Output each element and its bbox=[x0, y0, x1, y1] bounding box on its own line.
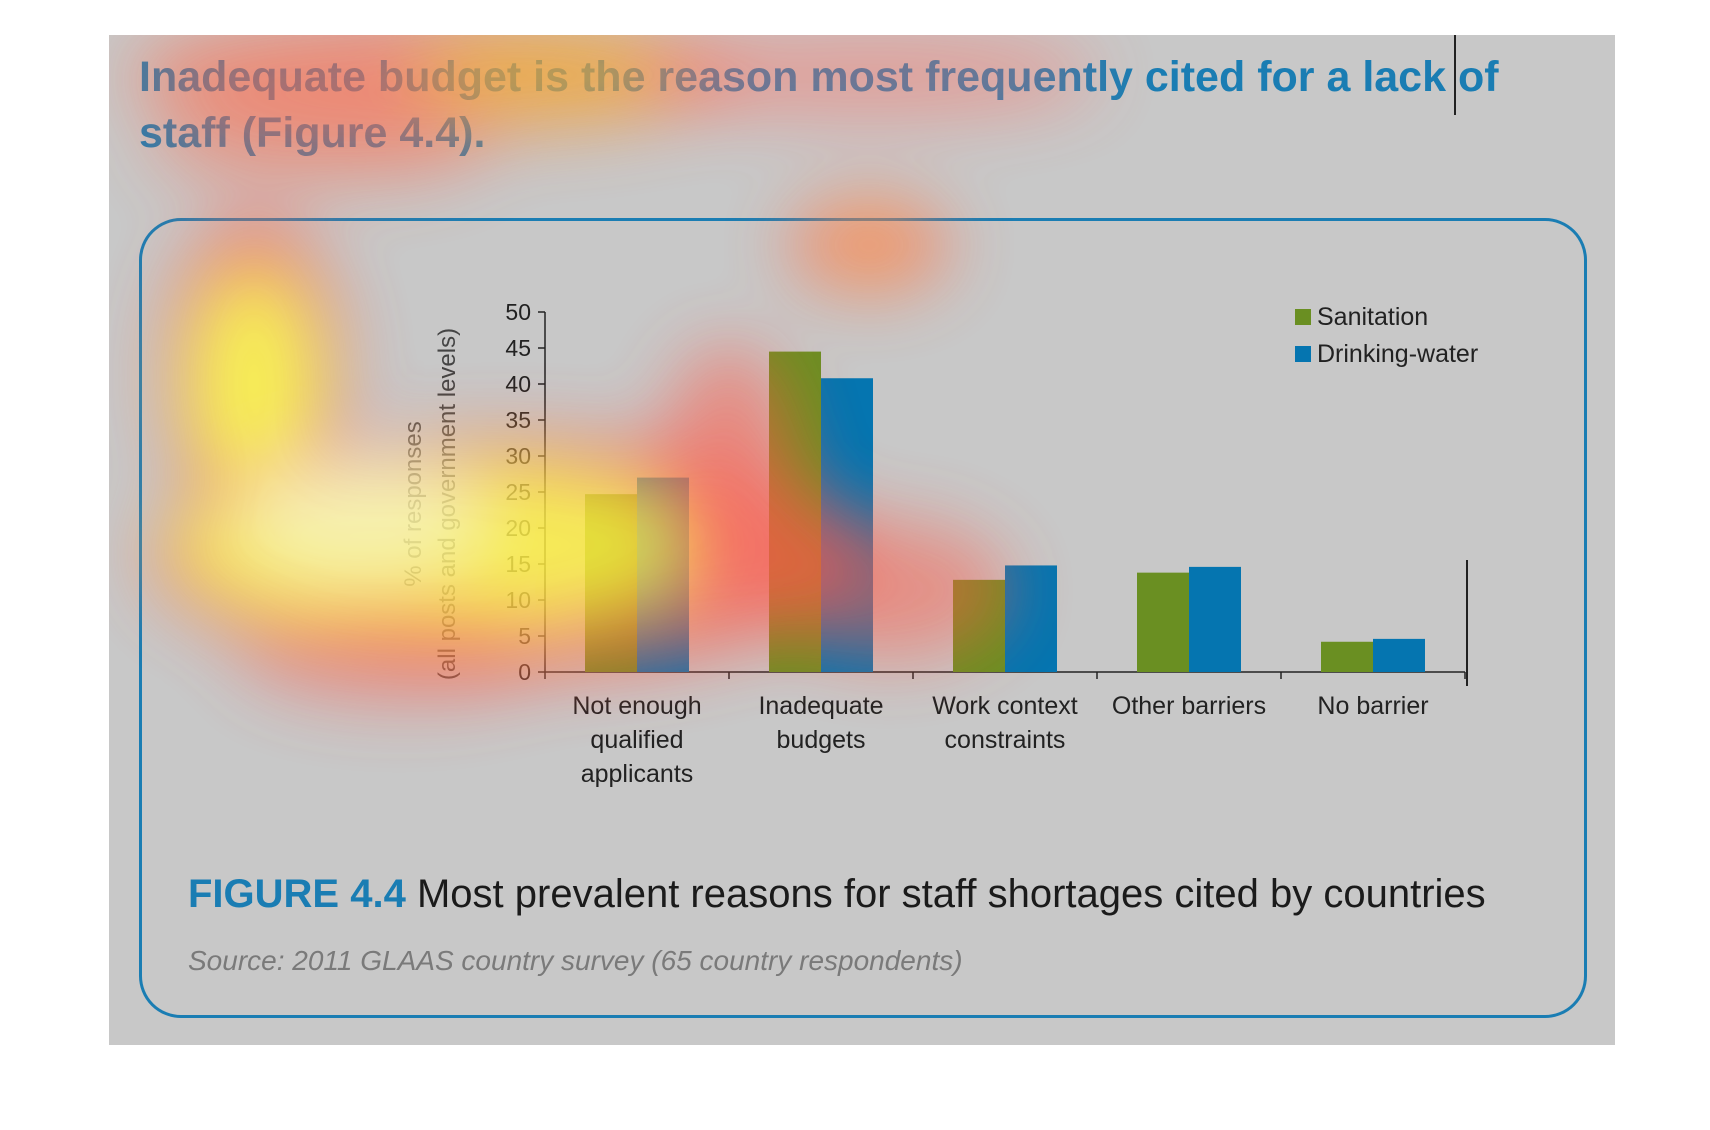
x-category-label: budgets bbox=[777, 726, 866, 754]
bar-drinking-water bbox=[1005, 565, 1057, 672]
y-tick-label: 45 bbox=[505, 335, 531, 361]
bar-drinking-water bbox=[637, 477, 689, 672]
legend-swatch-drinking-water bbox=[1295, 346, 1311, 362]
x-category-label: constraints bbox=[945, 726, 1066, 754]
bar-drinking-water bbox=[821, 378, 873, 672]
y-tick-label: 5 bbox=[518, 623, 531, 649]
figure-title: Most prevalent reasons for staff shortag… bbox=[416, 872, 1486, 916]
legend-label-sanitation: Sanitation bbox=[1317, 303, 1428, 331]
figure-caption: FIGURE 4.4 Most prevalent reasons for st… bbox=[188, 872, 1486, 917]
figure-label: FIGURE 4.4 bbox=[188, 872, 406, 916]
figure-source: Source: 2011 GLAAS country survey (65 co… bbox=[188, 945, 963, 976]
bar-sanitation bbox=[1137, 572, 1189, 672]
legend-label-drinking-water: Drinking-water bbox=[1317, 340, 1478, 368]
y-tick-label: 25 bbox=[505, 479, 531, 505]
bar-drinking-water bbox=[1373, 638, 1425, 672]
y-tick-label: 40 bbox=[505, 371, 531, 397]
bar-sanitation bbox=[1321, 641, 1373, 672]
bar-sanitation bbox=[769, 351, 821, 672]
y-axis-title-line2: (all posts and government levels) bbox=[434, 328, 461, 680]
y-tick-label: 30 bbox=[505, 443, 531, 469]
y-axis-title-line1: % of responses bbox=[400, 421, 427, 586]
x-category-label: qualified bbox=[590, 726, 683, 754]
x-category-label: Inadequate bbox=[758, 692, 883, 720]
y-tick-label: 35 bbox=[505, 407, 531, 433]
bar-drinking-water bbox=[1189, 566, 1241, 672]
x-category-label: applicants bbox=[581, 760, 694, 788]
x-category-label: Not enough bbox=[572, 692, 701, 720]
bar-chart: 0 5 10 15 20 25 30 35 40 45 50 Not enough qualified a… bbox=[400, 299, 1478, 788]
x-category-label: Other barriers bbox=[1112, 692, 1266, 720]
y-tick-label: 0 bbox=[518, 659, 531, 685]
x-category-label: No barrier bbox=[1317, 692, 1428, 720]
x-category-label: Work context bbox=[932, 692, 1077, 720]
legend-swatch-sanitation bbox=[1295, 309, 1311, 325]
bar-sanitation bbox=[953, 579, 1005, 672]
document-page: Inadequate budget is the reason most fre… bbox=[109, 35, 1615, 1045]
y-tick-label: 15 bbox=[505, 551, 531, 577]
y-tick-label: 20 bbox=[505, 515, 531, 541]
y-tick-label: 10 bbox=[505, 587, 531, 613]
text-cursor-secondary bbox=[1466, 560, 1468, 686]
bar-sanitation bbox=[585, 494, 637, 672]
headline-text: Inadequate budget is the reason most fre… bbox=[139, 53, 1499, 157]
y-tick-label: 50 bbox=[505, 299, 531, 325]
text-cursor bbox=[1454, 35, 1456, 115]
